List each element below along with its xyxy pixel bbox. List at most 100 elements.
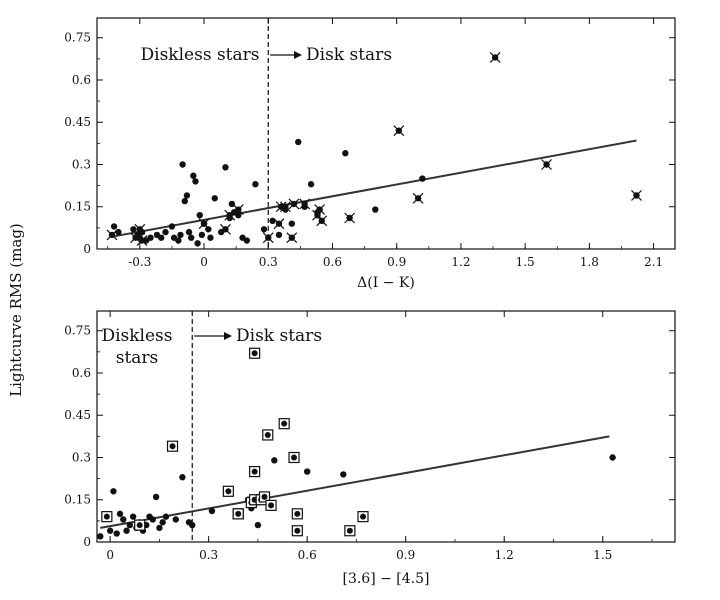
cross-dot (136, 226, 144, 233)
data-point (189, 521, 196, 529)
data-point-cross (273, 218, 285, 230)
cross-dot (288, 234, 296, 241)
data-point-cross (286, 232, 298, 244)
data-point-cross (316, 215, 328, 227)
x-tick-label: 0.9 (387, 255, 406, 269)
y-tick-label: 0.3 (72, 450, 91, 464)
cross-dot (316, 206, 323, 213)
data-point (179, 161, 186, 168)
data-point-square (357, 511, 369, 523)
data-point (271, 457, 278, 464)
data-point (269, 217, 276, 225)
y-axis-label: Lightcurve RMS (mag) (7, 223, 25, 397)
data-point-square (262, 429, 274, 441)
data-point (177, 231, 184, 239)
panel-2: 0 0.3 0.6 0.9 1.2 1.5 0 0.15 0.3 0.45 0.6 0.75 [3.6]… (64, 310, 676, 587)
square-dot (251, 468, 258, 475)
cross-dot (265, 234, 272, 241)
data-point (147, 234, 154, 241)
data-point (252, 181, 259, 188)
data-point (116, 510, 124, 518)
data-point (110, 223, 118, 230)
data-point (175, 237, 182, 244)
cross-dot (395, 127, 403, 134)
data-point-cross (412, 192, 424, 204)
data-point-cross (136, 235, 148, 246)
data-point-square (101, 511, 113, 523)
cross-dot (633, 192, 640, 199)
data-point (162, 513, 170, 520)
data-point (97, 533, 104, 540)
cross-dot (301, 200, 308, 208)
cross-dot (414, 195, 422, 202)
data-point (120, 516, 127, 523)
cross-dot (543, 161, 550, 168)
cross-dot (235, 206, 242, 213)
data-point (159, 519, 166, 526)
cross-dot (222, 226, 229, 233)
data-point (609, 454, 616, 461)
y-tick-label: 0.45 (64, 115, 91, 129)
panel-1: -0.3 0 0.3 0.6 0.9 1.2 1.5 1.8 2.1 0 0.15 0.3 0.45 0.… (64, 17, 676, 291)
square-dot (346, 527, 353, 534)
square-dot (169, 443, 176, 450)
x-tick-label: 0 (200, 255, 208, 269)
data-point (198, 231, 206, 239)
data-point (162, 228, 169, 236)
data-point (179, 474, 186, 481)
data-point (254, 521, 262, 529)
data-point-cross (279, 201, 291, 213)
annotation-diskless: stars (116, 348, 159, 368)
cross-dot (108, 231, 116, 239)
data-point (190, 172, 197, 179)
data-point-cross (631, 190, 642, 201)
data-point-cross (314, 204, 326, 215)
square-dot (264, 431, 271, 438)
data-point (340, 471, 347, 478)
data-point (113, 530, 120, 537)
data-point (260, 226, 268, 233)
cross-dot (138, 237, 146, 244)
data-point (196, 211, 203, 219)
data-point-cross (134, 223, 146, 235)
data-point (419, 175, 426, 182)
cross-dot (275, 220, 283, 227)
data-point (110, 488, 117, 495)
data-point (123, 527, 130, 534)
y-tick-label: 0.75 (64, 31, 91, 45)
y-tick-label: 0.6 (72, 73, 91, 87)
data-point (372, 206, 379, 213)
data-point (185, 228, 193, 236)
x-tick-label: 0.6 (298, 548, 317, 562)
square-dot (360, 513, 367, 520)
square-dot (268, 502, 275, 509)
annotation-diskless: Diskless stars (141, 45, 260, 65)
data-point-square (288, 451, 300, 464)
square-dot (281, 420, 288, 427)
data-point-cross (262, 232, 274, 244)
y-tick-label: 0.3 (72, 157, 91, 171)
data-point-square (249, 347, 261, 359)
data-point (205, 226, 212, 233)
y-tick-label: 0.15 (64, 200, 91, 214)
data-point (126, 521, 134, 529)
data-point (172, 516, 180, 523)
x-tick-label: 1.5 (516, 255, 535, 269)
data-point (243, 237, 251, 244)
data-point-square (291, 508, 303, 520)
data-point (208, 507, 216, 515)
data-point-cross (232, 204, 244, 215)
plot-frame (96, 17, 676, 250)
data-point-cross (220, 223, 231, 235)
data-point (130, 226, 137, 233)
cross-dot (200, 220, 208, 227)
x-tick-label: 1.5 (593, 548, 612, 562)
data-point (158, 234, 165, 241)
data-point (129, 513, 137, 520)
data-point-square (249, 465, 261, 478)
x-tick-label: 0.3 (199, 548, 218, 562)
x-tick-label: 0.6 (323, 255, 342, 269)
data-point (307, 181, 315, 188)
data-point-cross (344, 212, 356, 224)
data-point-square (166, 440, 179, 452)
